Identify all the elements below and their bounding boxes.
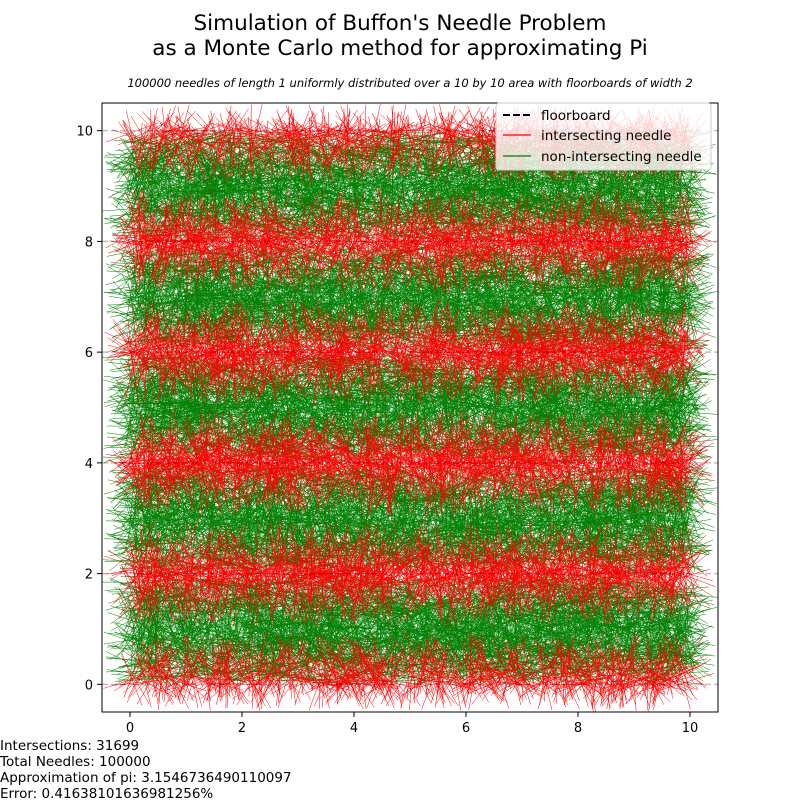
plot-frame <box>101 102 719 713</box>
needles-layer <box>102 103 718 712</box>
x-tick-label: 10 <box>682 721 699 736</box>
stat-intersections: Intersections: 31699 <box>0 738 140 754</box>
y-tick-label: 6 <box>85 346 93 361</box>
x-tick-label: 2 <box>238 721 246 736</box>
stat-total-needles: Total Needles: 100000 <box>0 754 151 770</box>
y-tick-label: 8 <box>85 235 93 250</box>
intersecting-needles <box>103 103 716 712</box>
x-tick-label: 0 <box>126 721 134 736</box>
chart-title: Simulation of Buffon's Needle Problem as… <box>0 11 800 61</box>
y-tick-label: 10 <box>76 125 93 140</box>
legend-label-floorboard: floorboard <box>541 108 611 124</box>
x-axis: 0 2 4 6 8 10 <box>126 712 698 736</box>
chart-subtitle: 100000 needles of length 1 uniformly dis… <box>127 76 693 90</box>
legend-label-non-intersecting: non-intersecting needle <box>541 149 702 165</box>
floorboard-lines <box>102 129 718 686</box>
x-tick-label: 4 <box>350 721 358 736</box>
legend-box <box>495 102 712 171</box>
chart-title-line-1: Simulation of Buffon's Needle Problem <box>193 11 607 36</box>
y-axis: 0 2 4 6 8 10 <box>76 125 102 693</box>
stat-error: Error: 0.41638101636981256% <box>0 786 214 802</box>
x-tick-label: 6 <box>462 721 470 736</box>
y-tick-label: 2 <box>85 568 93 583</box>
stat-pi-approximation: Approximation of pi: 3.1546736490110097 <box>0 770 292 786</box>
y-tick-label: 0 <box>85 678 93 693</box>
legend: floorboard intersecting needle non-inter… <box>495 102 712 171</box>
legend-label-intersecting: intersecting needle <box>541 128 671 144</box>
y-tick-label: 4 <box>85 457 93 472</box>
x-tick-label: 8 <box>574 721 582 736</box>
chart-title-line-2: as a Monte Carlo method for approximatin… <box>152 36 648 61</box>
simulation-stats: Intersections: 31699 Total Needles: 1000… <box>0 738 292 802</box>
